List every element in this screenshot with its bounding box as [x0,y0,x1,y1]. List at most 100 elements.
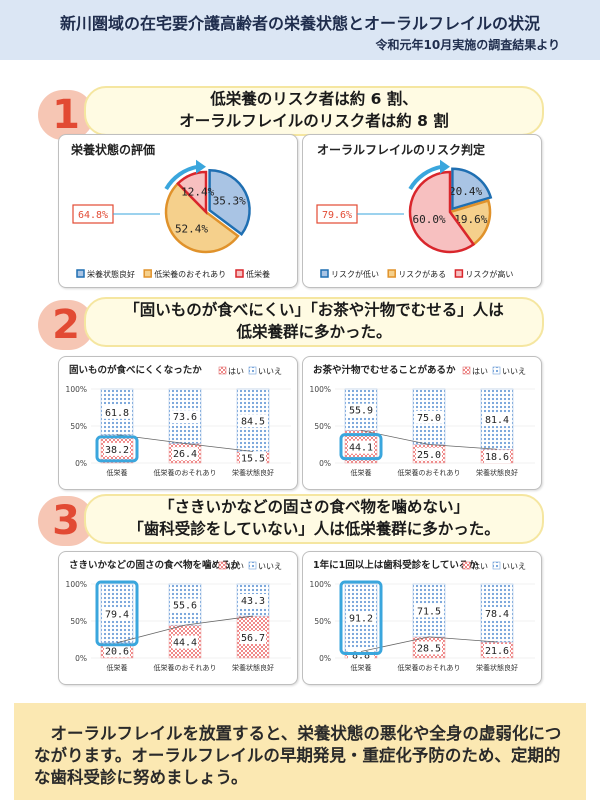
y-tick-label: 100% [310,580,331,589]
pie-chart-oral: 20.4% 19.6% 60.0% 79.6% リスクが低い リスクがある リスクが高い [316,159,513,279]
bar-no-value: 61.8 [105,408,129,419]
label-bg [416,410,442,424]
callout-value: 79.6% [322,210,352,221]
legend-label: 栄養状態良好 [87,269,135,279]
bar-no-value: 43.3 [241,596,265,607]
highlight-box [95,435,139,463]
x-category-label: 低栄養のおそれあり [398,663,461,672]
bar-no-value: 73.6 [173,412,197,423]
bar-yes-value: 26.4 [173,449,197,460]
bar-panel-chewing: さきいかなどの固さの食べ物を噛めるか はい いいえ 0% 50% 100% 20.6 79.… [58,551,298,685]
circular-arrow [408,164,443,191]
x-category-label: 低栄養 [107,663,128,672]
label-bg [240,594,266,608]
y-tick-label: 50% [70,422,87,431]
x-category-label: 栄養状態良好 [232,468,274,477]
label-bg [104,644,130,658]
label-bg [484,644,510,658]
section-1-banner: 低栄養のリスク者は約 6 割、 オーラルフレイルのリスク者は約 8 割 [84,86,544,136]
bar-yes-value: 20.6 [105,646,129,657]
circular-arrow [164,164,199,191]
highlight-box [339,433,383,461]
pie-slice-label: 35.3% [213,194,246,207]
pie-slice-label: 52.4% [175,223,208,236]
legend-label: リスクがある [398,269,446,279]
legend-label: 低栄養のおそれあり [154,269,226,279]
x-category-label: 低栄養のおそれあり [398,468,461,477]
bar-title: さきいかなどの固さの食べ物を噛めるか [69,560,241,571]
x-category-label: 低栄養 [351,468,372,477]
legend-swatch [76,269,85,278]
label-bg [484,450,510,464]
pie-slice [176,170,208,216]
y-tick-label: 0% [319,459,331,468]
legend-swatch-yes [462,561,471,570]
legend-swatch-no [492,366,501,375]
pie-slice-label: 12.4% [181,186,214,199]
legend-swatch [454,269,464,278]
label-bg [104,405,130,419]
legend-swatch [235,269,244,278]
bar-title: お茶や汁物でむせることがあるか [313,365,456,376]
bar-no-value: 71.5 [417,606,441,617]
pie-slice [164,181,240,254]
legend-label-yes: はい [228,367,244,376]
legend-swatch-no [492,561,501,570]
page-subtitle: 令和元年10月実施の調査結果より [375,38,560,52]
arrow-head [440,159,451,174]
label-bg [172,635,198,649]
bar-yes-value: 44.4 [173,638,197,649]
x-category-label: 低栄養のおそれあり [154,468,217,477]
highlight-box [95,580,139,647]
x-category-label: 栄養状態良好 [232,663,274,672]
header: 新川圏域の在宅要介護高齢者の栄養状態とオーラルフレイルの状況 令和元年10月実施… [0,0,600,60]
arrow-head [196,159,207,174]
label-bg [348,611,374,625]
x-category-label: 栄養状態良好 [476,663,518,672]
y-tick-label: 100% [66,580,87,589]
section-3-line-2: 「歯科受診をしていない」人は低栄養群に多かった。 [128,520,500,538]
section-1-line-1: 低栄養のリスク者は約 6 割、 [210,90,418,108]
legend-label: リスクが高い [465,269,513,279]
section-2-line-2: 低栄養群に多かった。 [236,323,392,341]
pie-slice [447,199,492,247]
bar-yes-value: 56.7 [241,633,265,644]
legend-label-yes: はい [472,367,488,376]
legend-swatch [320,269,329,278]
x-category-label: 栄養状態良好 [476,468,518,477]
section-3-line-1: 「さきいかなどの固さの食べ物を噛めない」 [158,498,469,516]
trend-line [360,429,498,450]
pie-slice-label: 60.0% [413,213,446,226]
y-tick-label: 0% [319,654,331,663]
label-bg [240,451,266,465]
page-title: 新川圏域の在宅要介護高齢者の栄養状態とオーラルフレイルの状況 [59,14,540,33]
y-tick-label: 0% [75,459,87,468]
bar-no-value: 55.9 [349,406,373,417]
highlight-box [339,580,383,655]
bar-yes-value: 18.6 [485,452,509,463]
y-tick-label: 50% [70,617,87,626]
label-bg [484,607,510,621]
label-bg [416,447,442,461]
bar-yes-value: 21.6 [485,646,509,657]
legend-swatch-yes [462,366,471,375]
stacked-bar-chart-dental-visit: はい いいえ 0% 50% 100% 8.8 91.2 低栄養 28.5 71.5 低栄養のおそれあ… [310,561,535,672]
label-bg [240,631,266,645]
legend-label-no: いいえ [258,562,282,571]
legend-label-no: いいえ [258,367,282,376]
legend-label-no: いいえ [502,562,526,571]
bar-no-value: 84.5 [241,416,265,427]
legend-swatch-yes [218,366,227,375]
footer-message: オーラルフレイルを放置すると、栄養状態の悪化や全身の虚弱化につながります。オーラ… [14,703,586,800]
section-1-line-2: オーラルフレイルのリスク者は約 8 割 [179,112,449,130]
y-tick-label: 100% [310,385,331,394]
bar-title: 1年に1回以上は歯科受診をしているか [313,560,478,571]
bar-no-value: 79.4 [105,609,129,620]
pie-slice-label: 19.6% [454,213,487,226]
pie-panel-nutrition: 栄養状態の評価 35.3% 52.4% 12.4% 64.8% 栄養状態良好 低栄養のおそ… [58,134,298,288]
bar-panel-dental-visit: 1年に1回以上は歯科受診をしているか はい いいえ 0% 50% 100% 8.8 91.2… [302,551,542,685]
label-bg [172,410,198,424]
stacked-bar-chart-choking: はい いいえ 0% 50% 100% 44.1 55.9 低栄養 25.0 75.0 低栄養のおそれ… [310,366,535,477]
legend-swatch-no [248,366,257,375]
bar-no-value: 81.4 [485,415,509,426]
